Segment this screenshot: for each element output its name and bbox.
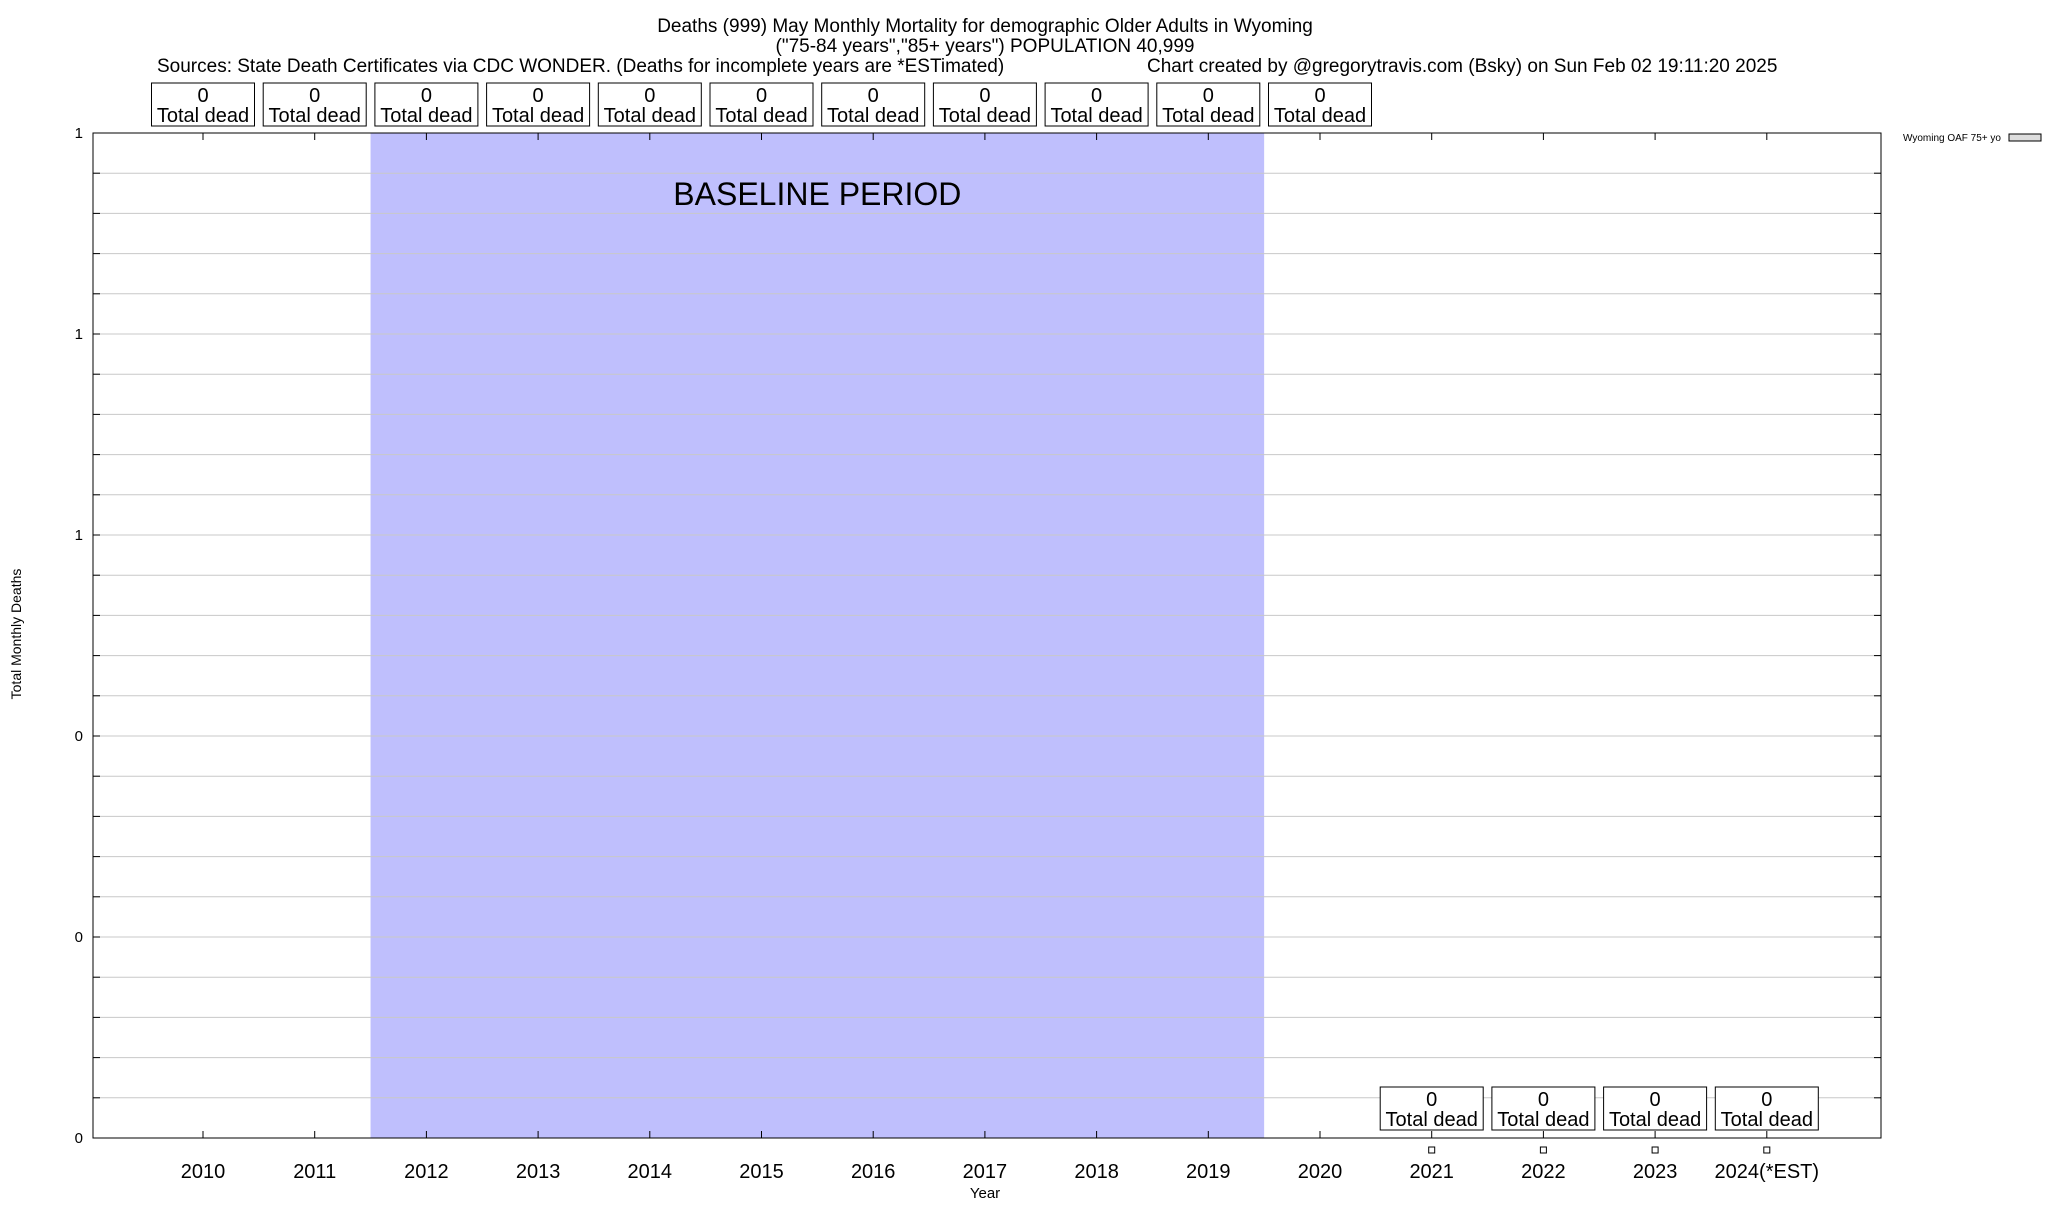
total-dead-frame (262, 82, 367, 127)
x-tick-label: 2010 (181, 1161, 226, 1183)
data-point (1539, 1146, 1547, 1154)
x-tick-label: 2016 (851, 1161, 896, 1183)
total-dead-value: 0 (1426, 1089, 1437, 1111)
x-tick-label: 2017 (963, 1161, 1008, 1183)
legend-label: Wyoming OAF 75+ yo (1903, 133, 2001, 144)
total-dead-label: Total dead (380, 105, 472, 127)
total-dead-label: Total dead (715, 105, 807, 127)
total-dead-value: 0 (421, 85, 432, 107)
total-dead-label: Total dead (492, 105, 584, 127)
total-dead-value: 0 (1538, 1089, 1549, 1111)
total-dead-label: Total dead (1162, 105, 1254, 127)
total-dead-label: Total dead (604, 105, 696, 127)
y-tick-label: 0 (75, 1130, 83, 1147)
total-dead-frame (709, 82, 814, 127)
total-dead-value: 0 (1091, 85, 1102, 107)
total-dead-label: Total dead (1497, 1109, 1589, 1131)
total-dead-label: Total dead (939, 105, 1031, 127)
total-dead-label: Total dead (1386, 1109, 1478, 1131)
y-tick-label: 1 (75, 125, 83, 142)
x-tick-label: 2024(*EST) (1715, 1161, 1820, 1183)
total-dead-label: Total dead (1274, 105, 1366, 127)
total-dead-label: Total dead (1050, 105, 1142, 127)
total-dead-frame (151, 82, 255, 127)
total-dead-value: 0 (197, 85, 208, 107)
y-tick-label: 1 (75, 326, 83, 343)
data-point (1763, 1146, 1771, 1154)
baseline-region (370, 133, 1265, 1138)
x-tick-label: 2012 (404, 1161, 449, 1183)
total-dead-frame (1379, 1086, 1484, 1131)
x-axis-label: Year (970, 1185, 1000, 1200)
total-dead-frame (486, 82, 591, 127)
total-dead-frame (821, 82, 926, 127)
total-dead-value: 0 (1650, 1089, 1661, 1111)
x-tick-label: 2011 (293, 1161, 336, 1183)
total-dead-value: 0 (1761, 1089, 1772, 1111)
total-dead-value: 0 (756, 85, 767, 107)
plot-frame (92, 132, 1882, 1139)
total-dead-value: 0 (868, 85, 879, 107)
x-tick-label: 2020 (1298, 1161, 1343, 1183)
chart-title-line2: ("75-84 years","85+ years") POPULATION 4… (776, 36, 1195, 57)
x-tick-label: 2018 (1074, 1161, 1119, 1183)
total-dead-frame (1156, 82, 1261, 127)
y-tick-label: 0 (75, 728, 83, 745)
baseline-label: BASELINE PERIOD (673, 176, 961, 212)
x-tick-label: 2023 (1633, 1161, 1678, 1183)
y-tick-label: 0 (75, 929, 83, 946)
total-dead-label: Total dead (269, 105, 361, 127)
total-dead-label: Total dead (157, 105, 249, 127)
total-dead-frame (1491, 1086, 1596, 1131)
total-dead-frame (1603, 1086, 1708, 1131)
x-tick-label: 2013 (516, 1161, 561, 1183)
x-tick-label: 2014 (628, 1161, 673, 1183)
data-point (1428, 1146, 1436, 1154)
total-dead-value: 0 (1203, 85, 1214, 107)
x-tick-label: 2021 (1409, 1161, 1454, 1183)
chart-credit: Chart created by @gregorytravis.com (Bsk… (1147, 56, 1777, 77)
total-dead-label: Total dead (1609, 1109, 1701, 1131)
total-dead-frame (932, 82, 1037, 127)
total-dead-label: Total dead (827, 105, 919, 127)
total-dead-value: 0 (979, 85, 990, 107)
total-dead-value: 0 (644, 85, 655, 107)
total-dead-label: Total dead (1721, 1109, 1813, 1131)
total-dead-value: 0 (533, 85, 544, 107)
y-tick-label: 1 (75, 527, 83, 544)
x-tick-label: 2022 (1521, 1161, 1566, 1183)
chart-sources: Sources: State Death Certificates via CD… (157, 56, 1004, 77)
legend-swatch (2008, 133, 2042, 142)
chart-title-line1: Deaths (999) May Monthly Mortality for d… (657, 16, 1313, 37)
x-tick-label: 2015 (739, 1161, 784, 1183)
total-dead-frame (374, 82, 479, 127)
total-dead-frame (1714, 1086, 1819, 1131)
y-axis-label: Total Monthly Deaths (8, 569, 24, 700)
legend: Wyoming OAF 75+ yo (1903, 133, 2042, 144)
total-dead-value: 0 (309, 85, 320, 107)
data-point (1651, 1146, 1659, 1154)
total-dead-frame (597, 82, 702, 127)
total-dead-frame (1268, 82, 1372, 127)
total-dead-frame (1044, 82, 1149, 127)
x-tick-label: 2019 (1186, 1161, 1231, 1183)
total-dead-value: 0 (1314, 85, 1325, 107)
